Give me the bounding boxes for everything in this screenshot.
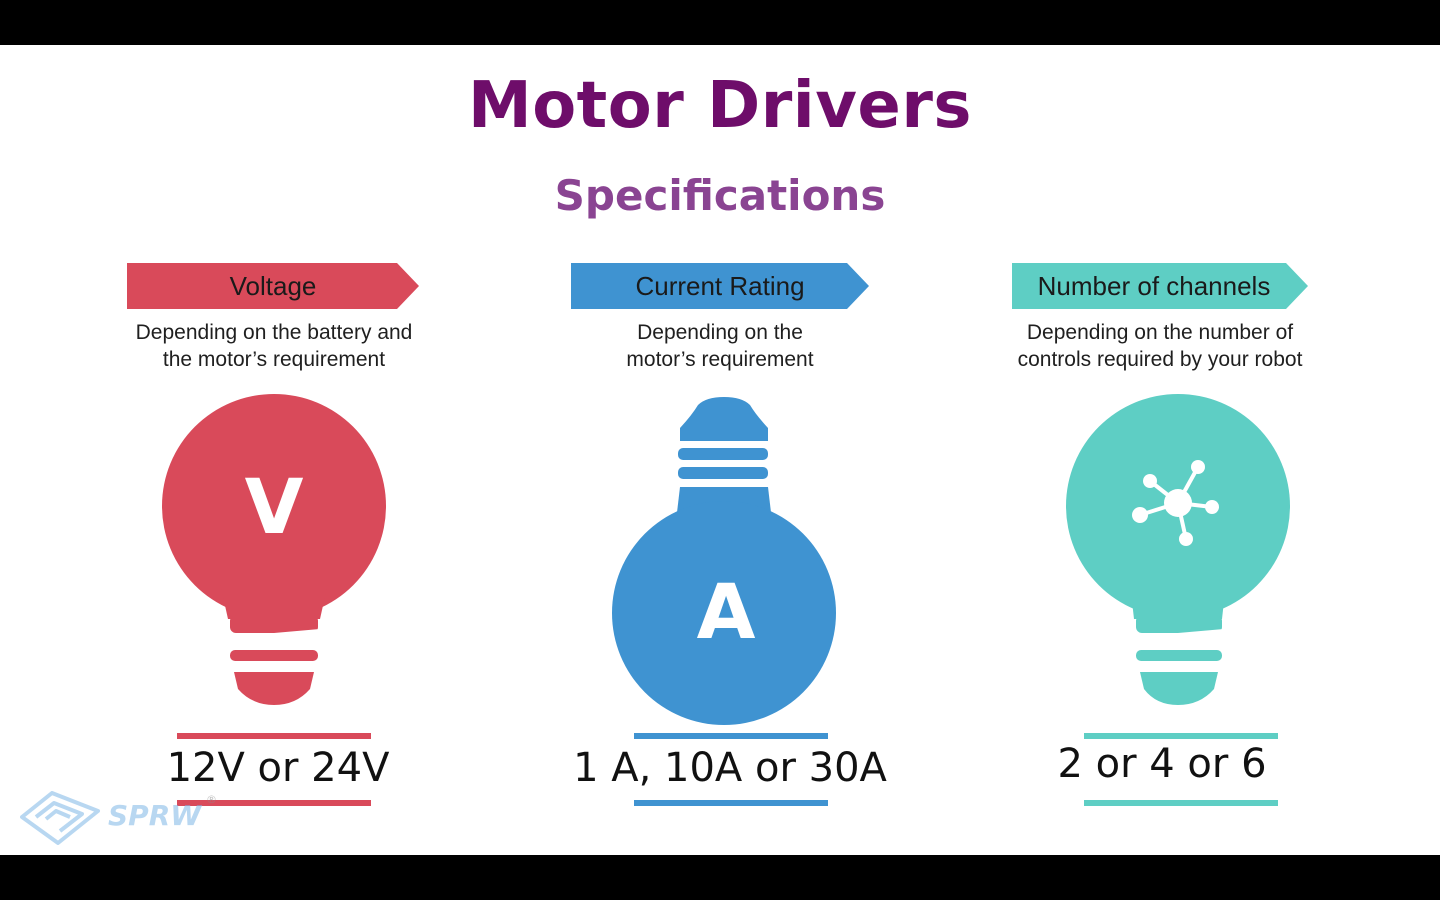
value-rule-top	[1084, 733, 1278, 739]
sprw-watermark-logo: SPRW ®	[20, 791, 217, 845]
spec-value: 1 A, 10A or 30A	[573, 745, 887, 791]
slide-subtitle: Specifications	[554, 171, 886, 220]
spec-value: 12V or 24V	[166, 745, 390, 791]
lightbulb-icon	[1066, 394, 1290, 705]
spec-channels: Number of channels Depending on the numb…	[960, 263, 1360, 823]
lightbulb-icon: A	[612, 397, 836, 725]
network-hub-icon	[1132, 460, 1219, 546]
voltage-symbol: V	[245, 462, 304, 551]
slide-title: Motor Drivers	[468, 69, 972, 143]
description-line: Depending on the battery and	[135, 321, 413, 344]
lightbulb-icon: V	[162, 394, 386, 705]
spec-description: Depending on the motor’s requirement	[520, 319, 920, 373]
ampere-symbol: A	[697, 567, 756, 656]
spec-label-arrow: Current Rating	[571, 263, 869, 309]
value-rule-bottom	[177, 800, 371, 806]
registered-mark: ®	[206, 793, 217, 806]
spec-description: Depending on the number of controls requ…	[960, 319, 1360, 373]
spec-label-arrow: Voltage	[127, 263, 419, 309]
value-rule-bottom	[1084, 800, 1278, 806]
description-line: Depending on the	[637, 321, 803, 344]
spec-value: 2 or 4 or 6	[1057, 741, 1267, 787]
spec-voltage: Voltage Depending on the battery and the…	[74, 263, 474, 823]
value-rule-top	[177, 733, 371, 739]
spec-current-rating: Current Rating Depending on the motor’s …	[520, 263, 920, 823]
value-rule-bottom	[634, 800, 828, 806]
spec-label-arrow: Number of channels	[1012, 263, 1308, 309]
description-line: Depending on the number of	[1026, 321, 1294, 344]
spec-description: Depending on the battery and the motor’s…	[74, 319, 474, 373]
watermark-text: SPRW	[108, 799, 202, 832]
value-rule-top	[634, 733, 828, 739]
description-line: controls required by your robot	[1017, 348, 1303, 371]
slide: Motor Drivers Specifications Voltage Dep…	[0, 45, 1440, 855]
description-line: the motor’s requirement	[162, 348, 386, 371]
description-line: motor’s requirement	[626, 348, 814, 371]
